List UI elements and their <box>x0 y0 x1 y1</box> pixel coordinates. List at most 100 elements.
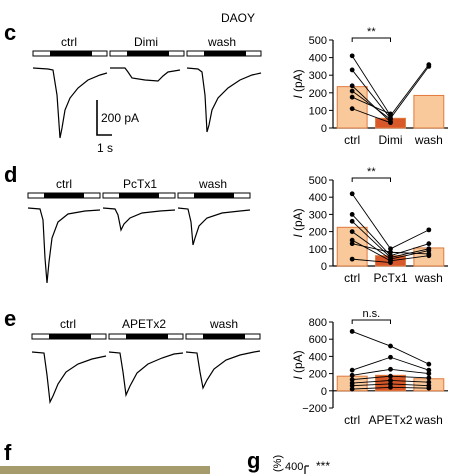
current-traces-e <box>31 350 261 405</box>
y-tick-label: 300 <box>309 70 327 82</box>
y-tick-label: 100 <box>309 105 327 117</box>
data-point <box>426 379 432 385</box>
data-point <box>426 64 432 69</box>
y-tick-label: −200 <box>302 403 327 415</box>
paired-line <box>351 231 391 260</box>
data-point <box>388 111 393 117</box>
condition-label: wash <box>198 177 227 191</box>
condition-label: wash <box>207 35 236 49</box>
paired-line <box>352 386 391 390</box>
data-point <box>349 256 355 262</box>
data-point <box>426 375 432 381</box>
paired-line <box>352 331 391 347</box>
category-label: wash <box>414 133 443 147</box>
paired-line <box>352 258 391 264</box>
data-point <box>388 378 393 383</box>
data-point <box>349 372 355 378</box>
y-tick-label: 0 <box>321 386 327 398</box>
significance-label: ** <box>367 166 376 178</box>
data-point <box>388 381 393 387</box>
y-tick-label: 500 <box>309 175 327 187</box>
y-tick-label: 100 <box>309 244 327 256</box>
paired-line <box>351 96 391 115</box>
y-axis-label-symbol: I <box>291 376 305 380</box>
data-point <box>349 329 355 334</box>
paired-line <box>352 375 391 381</box>
paired-line <box>352 108 391 124</box>
data-point <box>349 83 355 89</box>
y-tick-label: 200 <box>309 369 327 381</box>
panel-c: c ctrl Dimi wash 200 pA 1 s 0 100 200 300 40… <box>4 20 448 155</box>
current-trace <box>185 350 261 390</box>
application-bars-c <box>32 50 262 57</box>
cell-line-label: DAOY <box>221 11 255 25</box>
paired-line <box>351 85 391 123</box>
category-label: ctrl <box>344 413 360 427</box>
data-point <box>349 191 355 197</box>
y-axis-label: I (pA) <box>291 208 305 237</box>
y-tick-label: 500 <box>309 35 327 47</box>
paired-line <box>390 255 429 262</box>
y-axis-label: I (pA) <box>291 350 305 379</box>
y-tick-label: 300 <box>309 209 327 221</box>
panel-label-g: g <box>247 448 260 473</box>
bar <box>413 94 445 129</box>
scale-bar: 200 pA 1 s <box>96 100 139 155</box>
paired-line <box>390 356 429 371</box>
paired-line <box>390 251 429 255</box>
panel-f: f <box>0 440 210 474</box>
data-point <box>349 94 355 100</box>
paired-line <box>390 380 429 383</box>
category-label: Dimi <box>379 133 403 147</box>
data-point <box>388 354 393 360</box>
panel-d: d ctrl PcTx1 wash 0 100 200 300 400 500 I (pA)… <box>4 162 448 285</box>
data-point <box>349 229 355 235</box>
paired-line <box>390 345 430 365</box>
y-tick-label: 200 <box>309 88 327 100</box>
current-trace <box>32 67 108 139</box>
paired-line <box>352 383 391 387</box>
paired-line <box>390 229 430 250</box>
paired-line <box>390 375 429 379</box>
y-axis-label: I (pA) <box>291 69 305 98</box>
panel-label-e: e <box>4 306 16 331</box>
current-trace <box>177 207 251 246</box>
condition-label: APETx2 <box>122 317 166 331</box>
panel-g-ytick: 400 <box>285 461 303 473</box>
data-point <box>349 88 355 94</box>
drug-application-bar <box>127 51 169 56</box>
data-point <box>349 218 355 224</box>
current-trace <box>186 67 262 133</box>
current-trace <box>31 351 107 405</box>
data-point <box>349 383 355 389</box>
current-trace <box>110 67 181 82</box>
bar-chart-d: 0 100 200 300 400 500 I (pA) ctrl PcTx1 wash ** <box>291 166 448 285</box>
y-axis-label-unit: (pA) <box>291 69 305 95</box>
paired-line <box>352 243 391 253</box>
data-point <box>426 361 432 367</box>
data-point <box>349 106 355 112</box>
drug-application-bar <box>44 193 84 198</box>
data-point <box>349 367 355 373</box>
paired-line <box>351 69 391 119</box>
panel-g: g (%) 400 *** <box>247 448 330 474</box>
paired-line <box>390 386 429 389</box>
data-point <box>426 367 432 373</box>
panel-g-signif: *** <box>316 459 330 473</box>
bar-chart-e: −200 0 200 400 600 800 I (pA) ctrl APETx2 wash n.s… <box>291 308 448 427</box>
paired-line <box>352 380 391 384</box>
paired-line <box>352 368 391 376</box>
data-point <box>388 373 393 379</box>
scale-bar-current-label: 200 pA <box>101 111 139 125</box>
category-label: ctrl <box>344 133 360 147</box>
paired-line <box>351 55 391 116</box>
paired-line <box>390 250 429 260</box>
condition-label: wash <box>209 317 238 331</box>
y-axis-label-symbol: I <box>291 95 305 99</box>
y-tick-label: 200 <box>309 227 327 239</box>
condition-label: ctrl <box>60 317 76 331</box>
condition-label: ctrl <box>56 177 72 191</box>
data-point <box>426 241 432 247</box>
y-axis-label-symbol: I <box>291 234 305 238</box>
data-point <box>349 212 355 217</box>
